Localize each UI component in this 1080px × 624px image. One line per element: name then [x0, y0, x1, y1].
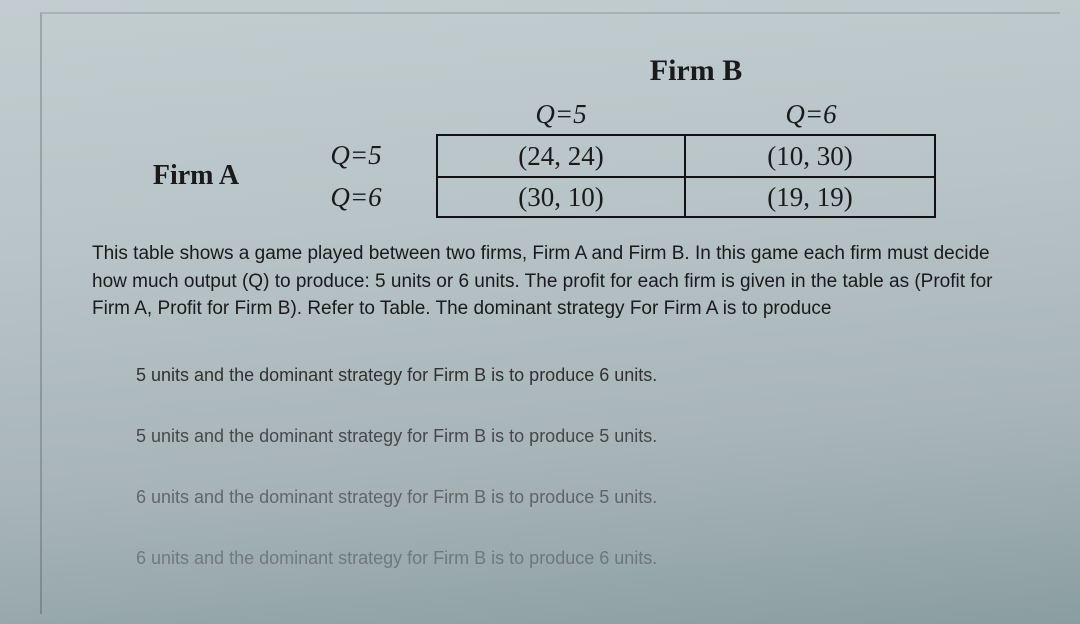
question-prompt: This table shows a game played between t…: [92, 240, 1020, 323]
row-header-q6: Q=6: [330, 182, 381, 213]
firm-a-header: Firm A: [153, 160, 239, 192]
option-1[interactable]: 5 units and the dominant strategy for Fi…: [136, 365, 1020, 386]
option-2[interactable]: 5 units and the dominant strategy for Fi…: [136, 426, 1020, 447]
payoff-matrix-region: Firm B Q=5 Q=6 Firm A Q=5 Q=6 (24, 24) (…: [116, 54, 996, 218]
row-header-q5: Q=5: [330, 140, 381, 171]
firm-b-header: Firm B: [396, 54, 996, 88]
option-4[interactable]: 6 units and the dominant strategy for Fi…: [136, 548, 1020, 569]
cell-q6-q6: (19, 19): [686, 176, 936, 218]
col-header-q5: Q=5: [535, 99, 586, 130]
col-header-q6: Q=6: [785, 99, 836, 130]
payoff-matrix: Q=5 Q=6 Firm A Q=5 Q=6 (24, 24) (10, 30)…: [116, 94, 996, 218]
cell-q5-q5: (24, 24): [436, 134, 686, 176]
cell-q6-q5: (30, 10): [436, 176, 686, 218]
option-3[interactable]: 6 units and the dominant strategy for Fi…: [136, 487, 1020, 508]
answer-options: 5 units and the dominant strategy for Fi…: [136, 365, 1020, 569]
cell-q5-q6: (10, 30): [686, 134, 936, 176]
question-card: Firm B Q=5 Q=6 Firm A Q=5 Q=6 (24, 24) (…: [40, 12, 1060, 614]
